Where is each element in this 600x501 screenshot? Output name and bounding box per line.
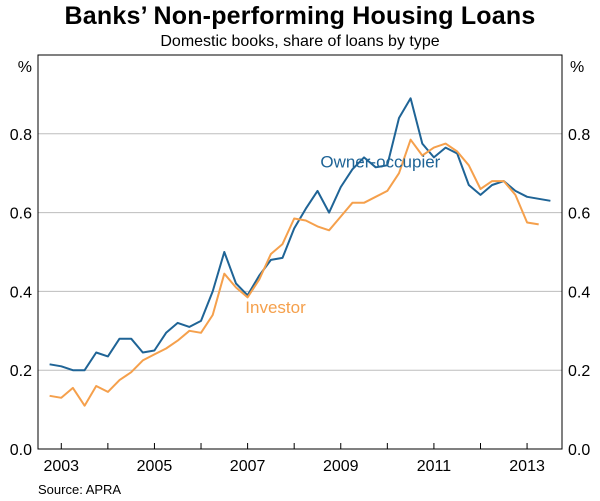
y-tick-label-right: 0.2 [568, 363, 590, 380]
series-lines [49, 97, 551, 407]
source-note: Source: APRA [38, 482, 122, 497]
axis-ticks: 0.0 0.0 0.2 0.2 0.4 0.4 0.6 0.6 0.8 0.8% % 2003 2005… [10, 59, 591, 475]
y-tick-label-right: 0.8 [568, 127, 590, 144]
investor-line [49, 138, 539, 407]
series-annotations: Owner-occupier Investor [245, 152, 440, 317]
y-tick-label-left: 0.4 [10, 284, 32, 301]
chart-subtitle: Domestic books, share of loans by type [160, 33, 440, 50]
x-tick-label: 2013 [509, 458, 545, 475]
owner-occupier-line [49, 97, 551, 372]
owner-occupier-label: Owner-occupier [320, 152, 440, 171]
y-tick-label-right: 0.4 [568, 284, 590, 301]
x-tick-label: 2005 [137, 458, 173, 475]
x-tick-label: 2007 [230, 458, 266, 475]
investor-label: Investor [245, 298, 306, 317]
x-tick-label: 2011 [417, 458, 452, 475]
x-tick-label: 2009 [323, 458, 359, 475]
y-tick-label-right: 0.6 [568, 206, 590, 223]
x-tick-label: 2003 [43, 458, 79, 475]
plot-frame [37, 54, 563, 450]
y-tick-label-left: 0.0 [10, 442, 32, 459]
y-tick-label-left: 0.2 [10, 363, 32, 380]
y-tick-label-left: 0.8 [10, 127, 32, 144]
y-unit-left: % [18, 59, 32, 76]
y-unit-right: % [570, 59, 584, 76]
gridlines [38, 133, 562, 371]
y-tick-label-right: 0.0 [568, 442, 590, 459]
chart-title: Banks’ Non-performing Housing Loans [64, 2, 536, 30]
y-tick-label-left: 0.6 [10, 206, 32, 223]
